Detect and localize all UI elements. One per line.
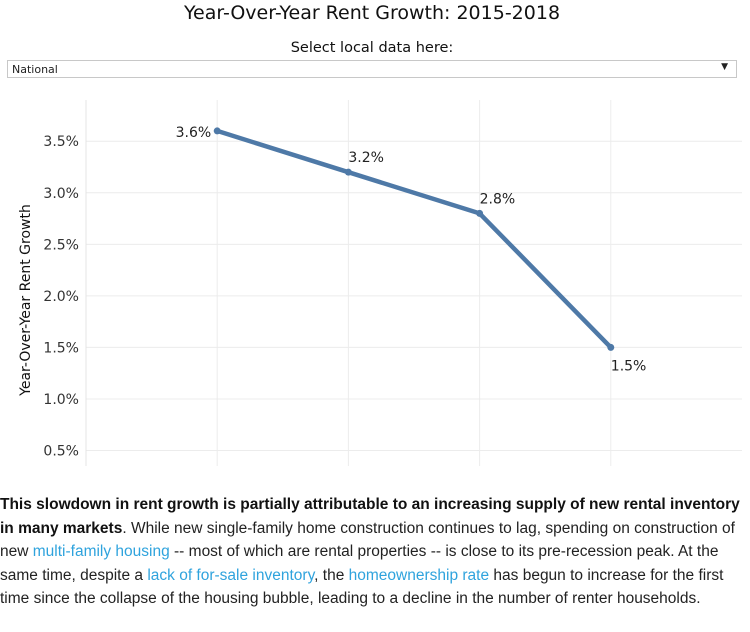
y-tick-label: 3.0% <box>43 186 79 202</box>
chart-title: Year-Over-Year Rent Growth: 2015-2018 <box>183 2 561 24</box>
gridlines <box>85 100 742 466</box>
multi-family-housing-link[interactable]: multi-family housing <box>32 543 170 560</box>
lack-of-inventory-link[interactable]: lack of for-sale inventory <box>147 566 315 584</box>
paragraph-text-3: , the <box>314 566 349 584</box>
paragraph-bold-lead: This slowdown in rent growth is partiall… <box>0 496 740 537</box>
data-points <box>213 127 615 351</box>
data-point[interactable] <box>476 209 484 217</box>
y-tick-label: 1.0% <box>43 392 79 408</box>
data-point[interactable] <box>344 168 352 176</box>
data-label: 3.2% <box>348 150 384 166</box>
summary-paragraph: This slowdown in rent growth is partiall… <box>0 493 750 611</box>
y-tick-label: 1.5% <box>43 340 79 356</box>
y-tick-label: 3.5% <box>43 134 79 150</box>
dropdown-selected-value: National <box>12 63 58 76</box>
series-line <box>214 128 614 350</box>
filter-label: Select local data here: <box>290 40 454 56</box>
paragraph-text-1: . While new single-family home construct… <box>0 519 735 561</box>
dropdown-arrow-icon[interactable]: ▼ <box>721 62 728 72</box>
y-axis-ticks: 3.5% 3.0% 2.5% 2.0% 1.5% 1.0% 0.5% <box>43 134 79 459</box>
y-axis-title: Year-Over-Year Rent Growth <box>18 204 34 397</box>
y-tick-label: 2.0% <box>43 289 79 305</box>
data-label: 3.6% <box>176 125 212 141</box>
location-dropdown[interactable]: National ▼ <box>7 60 737 78</box>
data-point[interactable] <box>213 127 221 135</box>
paragraph-text-2: -- most of which are rental properties -… <box>0 543 719 584</box>
homeownership-rate-link[interactable]: homeownership rate <box>348 566 490 584</box>
y-tick-label: 2.5% <box>43 237 79 253</box>
paragraph-text-4: has begun to increase for the first time… <box>0 566 724 608</box>
data-labels: 3.6% 3.2% 2.8% 1.5% <box>176 125 647 375</box>
y-tick-label: 0.5% <box>43 444 79 460</box>
data-label: 2.8% <box>480 191 516 207</box>
line-chart: Year-Over-Year Rent Growth 3.5% 3.0% 2.5% 2… <box>18 100 742 466</box>
data-point[interactable] <box>607 343 615 351</box>
data-label: 1.5% <box>611 358 647 374</box>
